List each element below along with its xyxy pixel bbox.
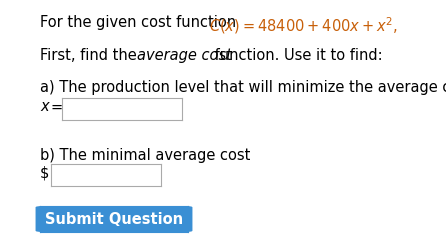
FancyBboxPatch shape bbox=[36, 206, 192, 232]
Text: average cost: average cost bbox=[137, 48, 232, 63]
Text: $C(x) = 48400+400x+x^2,$: $C(x) = 48400+400x+x^2,$ bbox=[209, 15, 398, 36]
Text: For the given cost function: For the given cost function bbox=[40, 15, 241, 30]
Text: First, find the: First, find the bbox=[40, 48, 141, 63]
Text: function. Use it to find:: function. Use it to find: bbox=[210, 48, 383, 63]
Text: Submit Question: Submit Question bbox=[45, 212, 183, 226]
Text: b) The minimal average cost: b) The minimal average cost bbox=[40, 148, 250, 163]
Text: $: $ bbox=[40, 166, 50, 181]
Text: =: = bbox=[51, 100, 63, 115]
Text: a) The production level that will minimize the average cost: a) The production level that will minimi… bbox=[40, 80, 446, 95]
Text: $x$: $x$ bbox=[40, 100, 51, 114]
